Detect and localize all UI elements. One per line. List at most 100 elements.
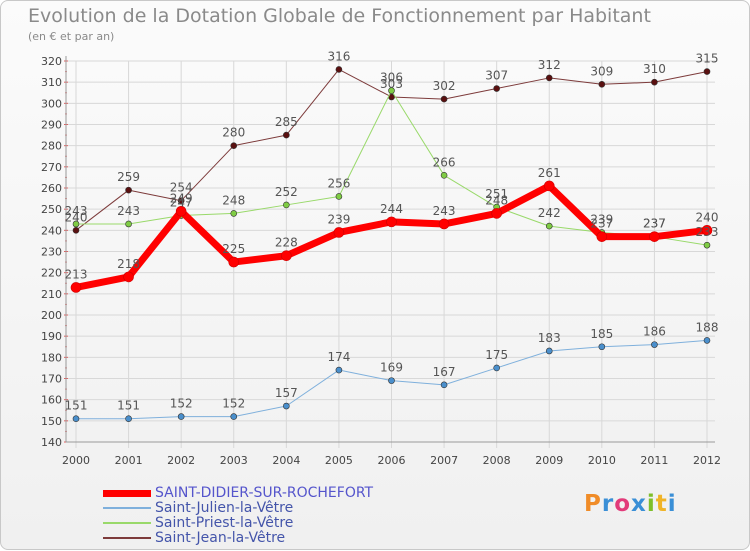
data-point-saint-jean-la-v-tre — [125, 186, 132, 194]
logo-letter: r — [601, 491, 615, 517]
data-label-saint-didier-sur-rochefort: 240 — [696, 210, 719, 224]
logo-letter: i — [667, 491, 677, 517]
data-label-saint-priest-la-v-tre: 306 — [380, 71, 403, 85]
data-label-saint-julien-la-v-tre: 151 — [65, 399, 88, 413]
data-label-saint-priest-la-v-tre: 243 — [65, 204, 88, 218]
data-label-saint-priest-la-v-tre: 252 — [275, 185, 298, 199]
data-label-saint-didier-sur-rochefort: 244 — [380, 202, 403, 216]
data-point-saint-didier-sur-rochefort — [491, 208, 502, 219]
data-label-saint-didier-sur-rochefort: 228 — [275, 236, 298, 250]
y-tick-label: 240 — [41, 224, 62, 237]
data-point-saint-priest-la-v-tre — [335, 193, 343, 200]
x-tick-label: 2007 — [430, 454, 458, 467]
data-label-saint-priest-la-v-tre: 247 — [170, 196, 193, 210]
data-point-saint-priest-la-v-tre — [703, 241, 711, 249]
data-label-saint-didier-sur-rochefort: 243 — [433, 204, 456, 218]
data-label-saint-julien-la-v-tre: 183 — [538, 331, 561, 345]
logo-letter: i — [646, 491, 656, 517]
y-tick-label: 150 — [41, 415, 62, 428]
legend-label: SAINT-DIDIER-SUR-ROCHEFORT — [155, 485, 374, 501]
x-tick-label: 2000 — [62, 454, 90, 467]
data-label-saint-jean-la-v-tre: 254 — [170, 181, 193, 195]
data-label-saint-priest-la-v-tre: 248 — [222, 193, 245, 207]
y-tick-label: 260 — [41, 182, 62, 195]
data-label-saint-priest-la-v-tre: 251 — [485, 187, 508, 201]
data-point-saint-priest-la-v-tre — [125, 220, 132, 228]
data-point-saint-julien-la-v-tre — [177, 413, 185, 420]
legend-swatch — [103, 537, 151, 539]
data-label-saint-jean-la-v-tre: 310 — [643, 62, 666, 76]
data-point-saint-didier-sur-rochefort — [386, 216, 397, 228]
y-tick-label: 250 — [41, 203, 62, 216]
data-label-saint-priest-la-v-tre: 233 — [696, 225, 719, 239]
data-label-saint-priest-la-v-tre: 256 — [327, 176, 350, 190]
legend-label: Saint-Julien-la-Vêtre — [155, 500, 294, 516]
data-label-saint-julien-la-v-tre: 188 — [696, 320, 719, 334]
x-tick-label: 2011 — [640, 454, 668, 467]
logo-letter: t — [655, 491, 668, 517]
data-label-saint-jean-la-v-tre: 309 — [590, 64, 613, 78]
data-label-saint-didier-sur-rochefort: 237 — [643, 217, 666, 231]
data-point-saint-julien-la-v-tre — [335, 366, 343, 374]
data-label-saint-jean-la-v-tre: 259 — [117, 170, 140, 184]
data-point-saint-didier-sur-rochefort — [70, 282, 82, 293]
data-point-saint-priest-la-v-tre — [72, 220, 80, 228]
data-point-saint-didier-sur-rochefort — [228, 256, 240, 268]
data-point-saint-jean-la-v-tre — [493, 85, 500, 92]
data-label-saint-jean-la-v-tre: 307 — [485, 69, 508, 83]
x-tick-label: 2008 — [483, 454, 511, 467]
data-label-saint-priest-la-v-tre: 243 — [117, 204, 140, 218]
data-label-saint-julien-la-v-tre: 157 — [275, 386, 298, 400]
data-point-saint-didier-sur-rochefort — [123, 271, 134, 283]
data-label-saint-julien-la-v-tre: 151 — [117, 399, 140, 413]
logo-letter: x — [631, 491, 647, 517]
data-label-saint-didier-sur-rochefort: 261 — [538, 166, 561, 180]
data-label-saint-jean-la-v-tre: 240 — [65, 210, 88, 224]
data-label-saint-jean-la-v-tre: 285 — [275, 115, 298, 129]
data-point-saint-jean-la-v-tre — [177, 197, 185, 204]
data-point-saint-priest-la-v-tre — [388, 87, 395, 94]
data-label-saint-priest-la-v-tre: 266 — [433, 155, 456, 169]
x-tick-label: 2010 — [588, 454, 616, 467]
data-point-saint-jean-la-v-tre — [72, 227, 80, 234]
data-label-saint-jean-la-v-tre: 315 — [696, 52, 719, 66]
y-tick-label: 170 — [41, 373, 62, 386]
data-label-saint-didier-sur-rochefort: 213 — [65, 267, 88, 281]
data-point-saint-julien-la-v-tre — [125, 415, 132, 423]
data-point-saint-didier-sur-rochefort — [438, 218, 450, 230]
data-label-saint-jean-la-v-tre: 316 — [327, 49, 350, 63]
data-label-saint-jean-la-v-tre: 280 — [222, 126, 245, 140]
data-label-saint-priest-la-v-tre: 242 — [538, 206, 561, 220]
data-point-saint-jean-la-v-tre — [703, 68, 711, 75]
data-label-saint-jean-la-v-tre: 303 — [380, 77, 403, 91]
y-tick-label: 300 — [41, 97, 62, 110]
data-label-saint-julien-la-v-tre: 169 — [380, 361, 403, 375]
data-label-saint-jean-la-v-tre: 302 — [433, 79, 456, 93]
data-point-saint-julien-la-v-tre — [388, 377, 395, 384]
x-tick-label: 2003 — [220, 454, 248, 467]
data-label-saint-didier-sur-rochefort: 237 — [590, 217, 613, 231]
chart-title: Evolution de la Dotation Globale de Fonc… — [28, 5, 651, 27]
data-point-saint-julien-la-v-tre — [493, 364, 500, 372]
data-point-saint-priest-la-v-tre — [545, 222, 553, 230]
data-point-saint-julien-la-v-tre — [545, 347, 553, 355]
legend-swatch — [103, 489, 151, 497]
y-tick-label: 290 — [41, 119, 62, 132]
data-point-saint-didier-sur-rochefort — [701, 225, 713, 236]
data-label-saint-julien-la-v-tre: 186 — [643, 325, 666, 339]
data-label-saint-julien-la-v-tre: 174 — [327, 350, 350, 364]
data-point-saint-didier-sur-rochefort — [543, 180, 555, 192]
y-tick-label: 310 — [41, 76, 62, 89]
data-point-saint-julien-la-v-tre — [440, 381, 448, 389]
legend-label: Saint-Priest-la-Vêtre — [155, 515, 294, 531]
x-tick-label: 2005 — [325, 454, 353, 467]
data-point-saint-priest-la-v-tre — [440, 172, 448, 179]
y-tick-label: 190 — [41, 330, 62, 343]
proxiti-logo: Proxiti — [584, 491, 677, 517]
data-label-saint-didier-sur-rochefort: 239 — [327, 212, 350, 226]
data-point-saint-julien-la-v-tre — [598, 343, 606, 351]
data-label-saint-julien-la-v-tre: 167 — [433, 365, 456, 379]
data-point-saint-priest-la-v-tre — [283, 201, 290, 209]
data-point-saint-julien-la-v-tre — [230, 413, 238, 420]
